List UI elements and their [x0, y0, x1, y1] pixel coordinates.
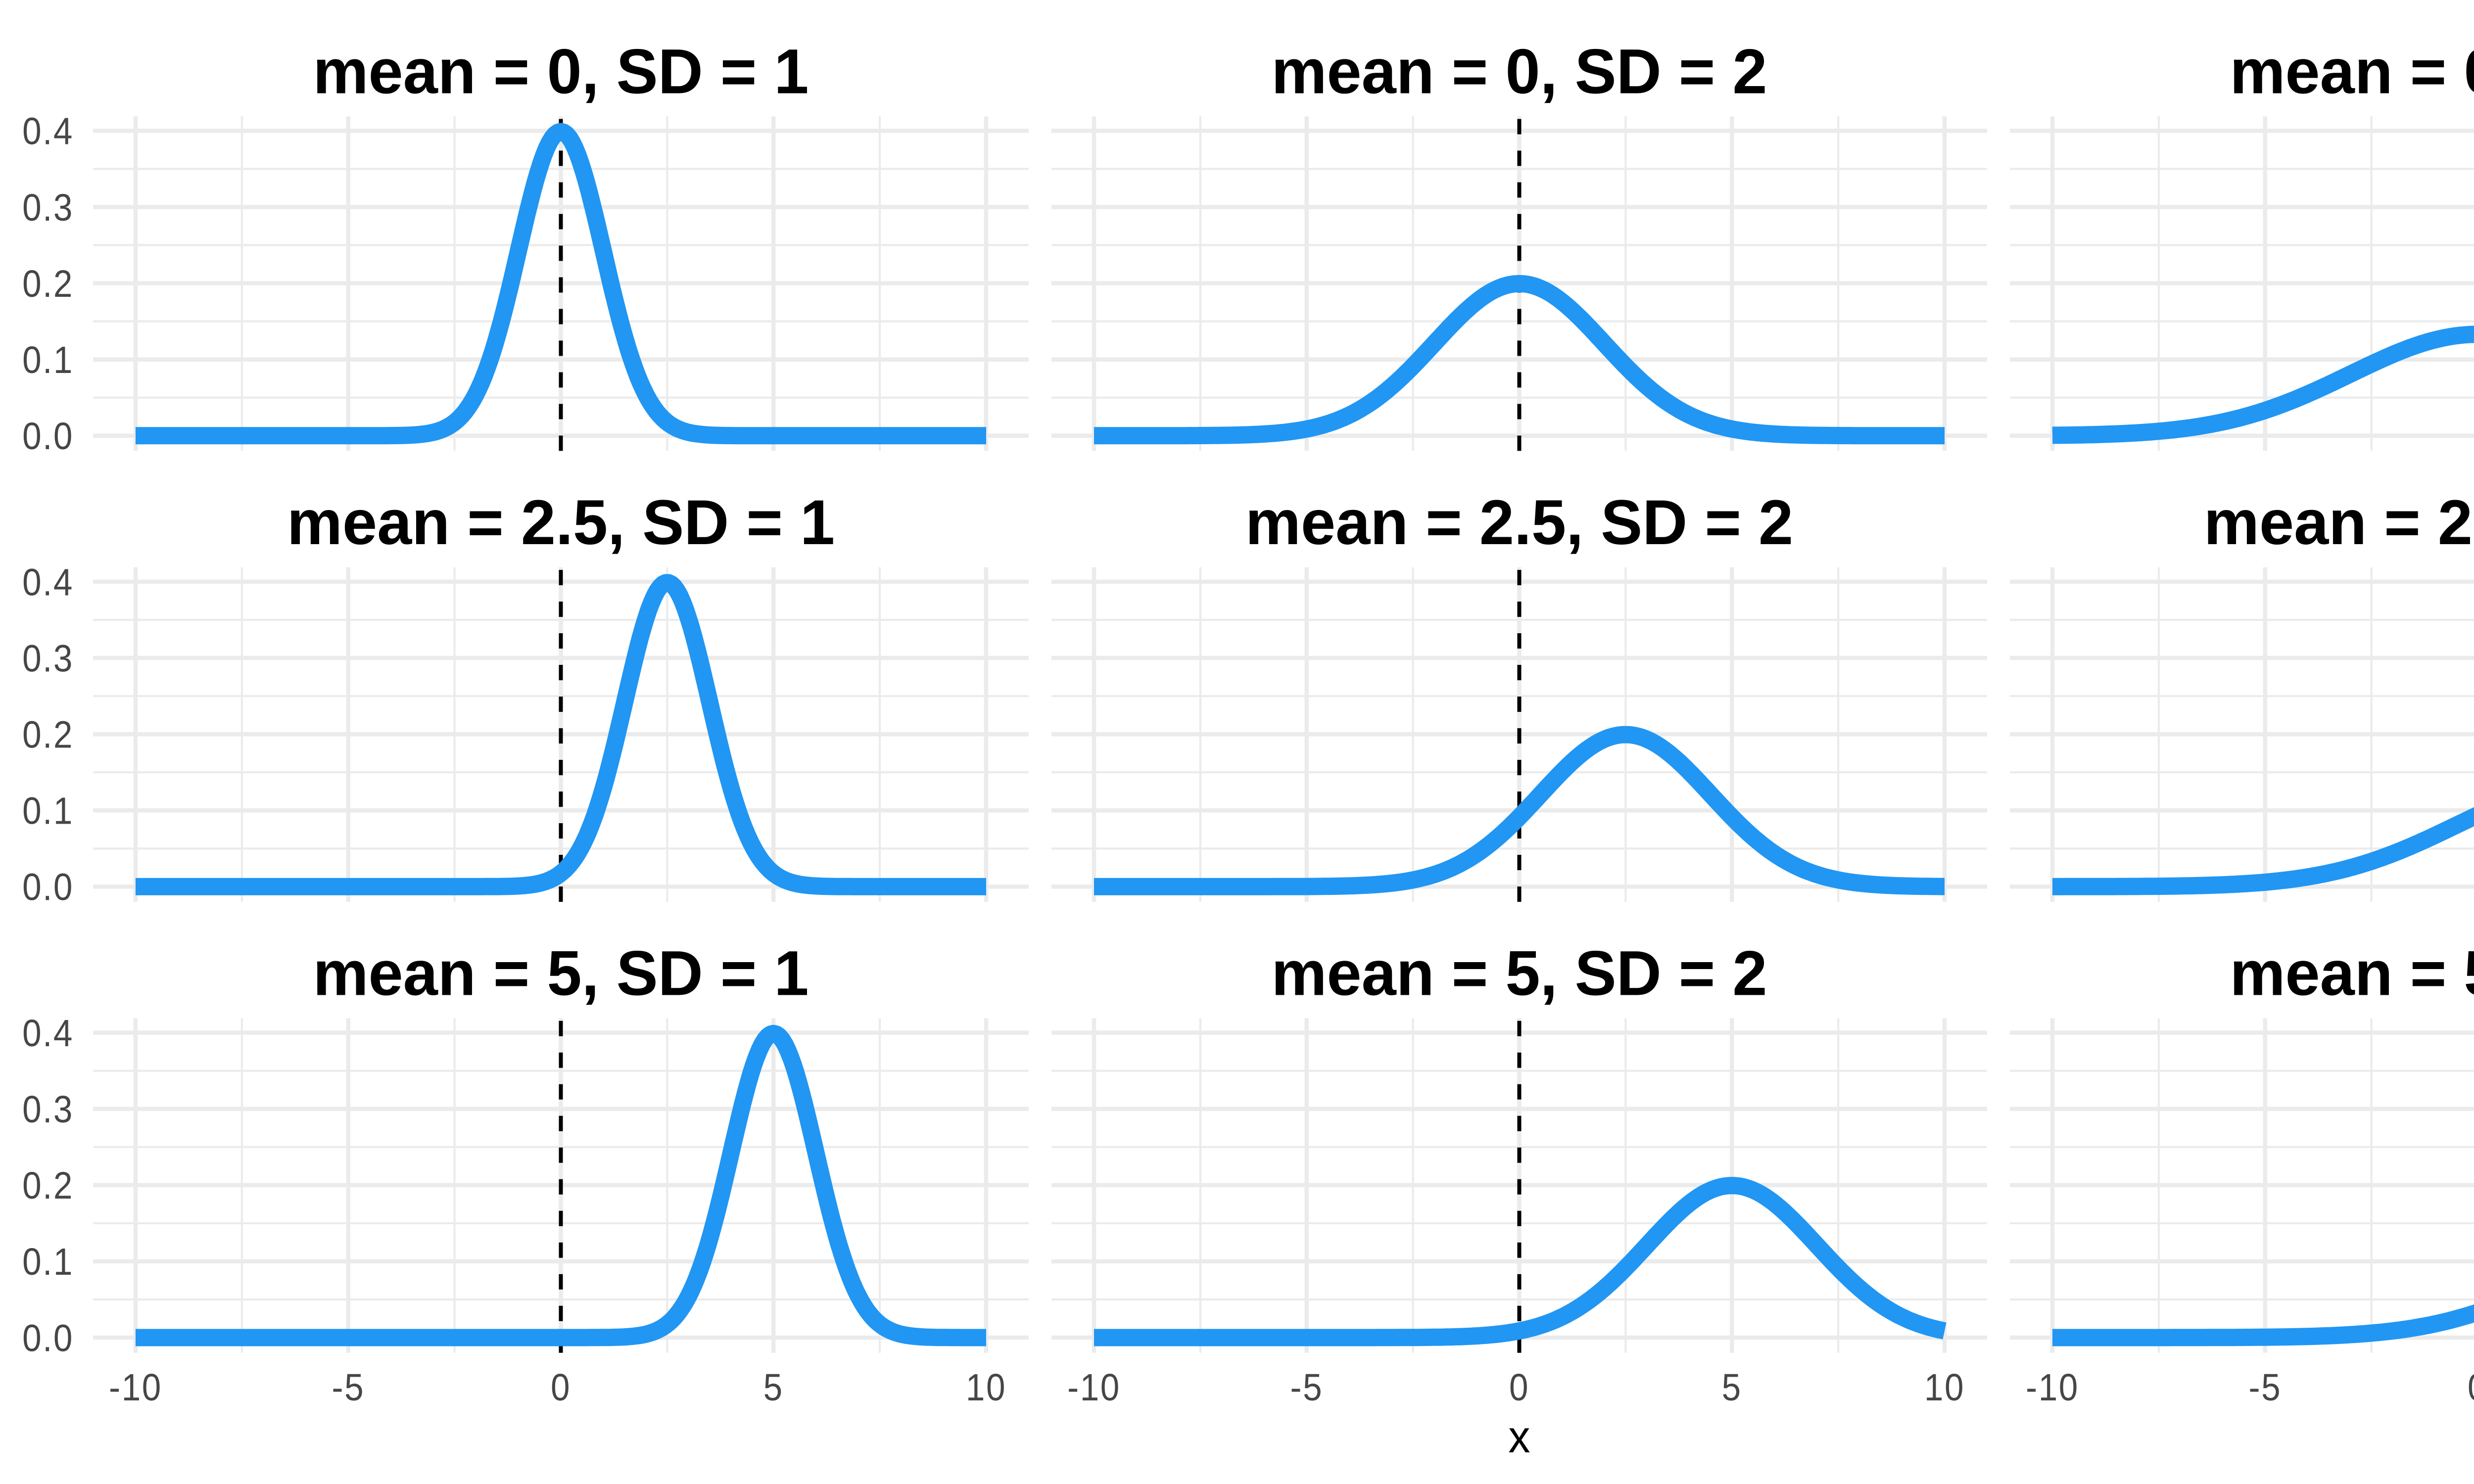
svg-text:-5: -5	[332, 1366, 365, 1409]
svg-text:mean = 2.5, SD = 2: mean = 2.5, SD = 2	[1245, 487, 1793, 557]
svg-text:0: 0	[2468, 1366, 2474, 1409]
svg-text:mean = 2.5, SD = 1: mean = 2.5, SD = 1	[287, 487, 835, 557]
svg-text:0.3: 0.3	[22, 186, 74, 229]
svg-text:mean = 5, SD = 3: mean = 5, SD = 3	[2230, 938, 2474, 1009]
svg-text:10: 10	[1924, 1366, 1965, 1409]
svg-text:0.0: 0.0	[22, 866, 74, 908]
svg-text:-10: -10	[2026, 1366, 2079, 1409]
svg-text:0.3: 0.3	[22, 1088, 74, 1131]
svg-text:0.3: 0.3	[22, 637, 74, 680]
svg-text:5: 5	[1722, 1366, 1742, 1409]
svg-text:-5: -5	[1290, 1366, 1323, 1409]
svg-text:mean = 5, SD = 2: mean = 5, SD = 2	[1271, 938, 1767, 1009]
svg-text:-10: -10	[109, 1366, 162, 1409]
svg-text:0.4: 0.4	[22, 561, 74, 603]
svg-text:0: 0	[551, 1366, 571, 1409]
svg-text:0.1: 0.1	[22, 789, 74, 832]
svg-text:0.2: 0.2	[22, 263, 74, 305]
svg-text:-10: -10	[1067, 1366, 1121, 1409]
svg-text:0.1: 0.1	[22, 1241, 74, 1283]
svg-text:0: 0	[1509, 1366, 1529, 1409]
svg-text:0.2: 0.2	[22, 713, 74, 756]
svg-text:mean = 0, SD = 1: mean = 0, SD = 1	[313, 36, 809, 106]
svg-text:mean = 0, SD = 3: mean = 0, SD = 3	[2230, 36, 2474, 106]
svg-text:0.2: 0.2	[22, 1164, 74, 1207]
svg-text:-5: -5	[2248, 1366, 2282, 1409]
svg-text:mean = 5, SD = 1: mean = 5, SD = 1	[313, 938, 809, 1009]
svg-text:5: 5	[763, 1366, 784, 1409]
svg-text:0.1: 0.1	[22, 339, 74, 381]
svg-text:0.4: 0.4	[22, 1012, 74, 1055]
svg-text:mean = 0, SD = 2: mean = 0, SD = 2	[1271, 36, 1767, 106]
svg-text:0.0: 0.0	[22, 1317, 74, 1359]
svg-text:x: x	[1508, 1411, 1530, 1462]
svg-text:0.0: 0.0	[22, 415, 74, 458]
svg-text:0.4: 0.4	[22, 110, 74, 152]
svg-text:10: 10	[966, 1366, 1006, 1409]
svg-text:mean = 2.5, SD = 3: mean = 2.5, SD = 3	[2204, 487, 2474, 557]
